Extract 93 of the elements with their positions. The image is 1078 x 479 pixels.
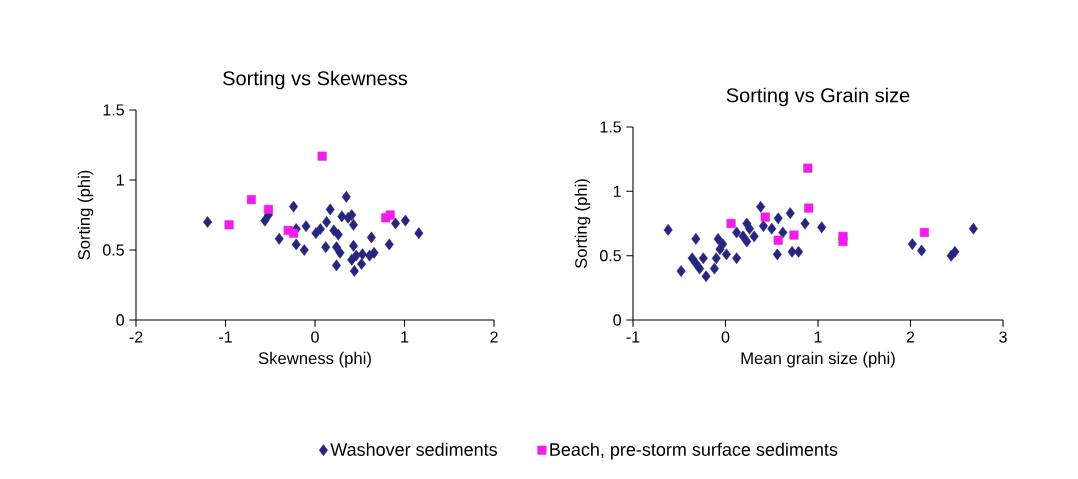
point xyxy=(732,252,742,265)
point xyxy=(804,203,814,213)
point xyxy=(778,226,788,239)
point xyxy=(718,238,728,250)
point xyxy=(794,245,804,258)
point xyxy=(335,246,345,259)
point xyxy=(950,245,960,258)
point xyxy=(357,258,367,270)
x-tick-label: 2 xyxy=(490,331,498,343)
point xyxy=(789,230,799,240)
point xyxy=(907,238,917,250)
y-tick-label: 1 xyxy=(116,174,124,186)
point xyxy=(800,217,810,230)
point xyxy=(391,217,401,230)
chart-title: Sorting vs Skewness xyxy=(223,70,408,90)
y-axis-title: Sorting (phi) xyxy=(77,170,94,260)
point xyxy=(325,203,335,216)
point xyxy=(291,238,301,251)
point xyxy=(760,212,770,222)
point xyxy=(732,226,742,239)
point xyxy=(301,220,311,233)
point xyxy=(384,238,394,251)
x-tick-label: 0 xyxy=(311,331,319,343)
x-axis-title: Skewness (phi) xyxy=(258,351,371,368)
point xyxy=(366,231,376,244)
point xyxy=(721,248,731,261)
y-tick-label: 0.5 xyxy=(103,244,124,256)
y-tick-label: 0.5 xyxy=(600,250,621,262)
point xyxy=(919,227,929,238)
point xyxy=(917,244,927,257)
point xyxy=(299,244,309,256)
point xyxy=(787,245,797,258)
point xyxy=(288,228,299,238)
point xyxy=(711,252,721,265)
point xyxy=(701,270,711,283)
x-tick-label: 2 xyxy=(906,331,915,343)
point xyxy=(263,204,273,214)
point xyxy=(400,214,410,227)
x-tick-label: -2 xyxy=(129,331,143,343)
point xyxy=(749,230,759,243)
point xyxy=(745,222,755,235)
x-tick-label: -1 xyxy=(219,331,232,343)
x-tick-label: 1 xyxy=(401,331,409,343)
point xyxy=(756,200,766,213)
point xyxy=(385,210,395,220)
point xyxy=(698,252,708,265)
point xyxy=(315,223,325,235)
point xyxy=(767,222,777,235)
point xyxy=(246,195,256,205)
point xyxy=(676,265,686,277)
x-axis-title: Mean grain size (phi) xyxy=(741,351,895,368)
point xyxy=(321,241,331,254)
point xyxy=(347,209,357,221)
chart-title: Sorting vs Grain size xyxy=(726,87,910,107)
y-tick-label: 1.5 xyxy=(103,104,124,116)
point xyxy=(369,246,379,259)
point xyxy=(224,220,234,230)
x-tick-label: 3 xyxy=(999,331,1007,343)
point xyxy=(817,221,827,234)
point xyxy=(663,224,673,236)
x-tick-label: 1 xyxy=(814,331,822,343)
point xyxy=(726,218,736,229)
y-tick-label: 0 xyxy=(116,314,125,326)
point xyxy=(322,216,332,228)
point xyxy=(772,248,782,261)
point xyxy=(803,163,813,173)
legend-label: Beach, pre-storm surface sediments xyxy=(550,442,838,460)
point xyxy=(838,236,848,247)
y-axis-title: Sorting (phi) xyxy=(574,179,591,269)
point xyxy=(695,262,705,275)
point xyxy=(357,248,367,261)
point xyxy=(691,233,701,245)
point xyxy=(317,151,327,161)
point xyxy=(773,212,783,225)
y-tick-label: 1.5 xyxy=(600,121,621,133)
point xyxy=(758,220,768,232)
point xyxy=(333,228,343,241)
point xyxy=(414,227,424,240)
x-tick-label: 0 xyxy=(721,331,730,343)
point xyxy=(349,265,359,277)
y-tick-label: 0 xyxy=(613,314,622,326)
y-tick-label: 1 xyxy=(613,185,621,197)
point xyxy=(337,210,347,223)
legend-label: Washover sediments xyxy=(330,442,497,456)
point xyxy=(341,190,351,203)
point xyxy=(742,235,752,248)
point xyxy=(785,207,795,220)
x-tick-label: -1 xyxy=(626,331,640,343)
point xyxy=(203,216,213,228)
point xyxy=(274,232,284,245)
point xyxy=(709,262,719,275)
point xyxy=(968,222,978,235)
point xyxy=(773,235,783,245)
